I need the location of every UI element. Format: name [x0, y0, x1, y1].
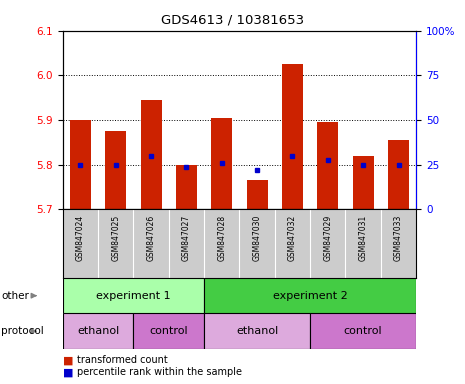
Bar: [63, 313, 133, 349]
Text: GDS4613 / 10381653: GDS4613 / 10381653: [161, 13, 304, 26]
Bar: [352, 156, 374, 209]
Text: GSM847032: GSM847032: [288, 215, 297, 261]
Text: GSM847024: GSM847024: [76, 215, 85, 261]
Text: GSM847033: GSM847033: [394, 215, 403, 261]
Text: other: other: [1, 291, 29, 301]
Bar: [133, 313, 204, 349]
Text: GSM847031: GSM847031: [359, 215, 368, 261]
Text: ethanol: ethanol: [236, 326, 278, 336]
Text: ■: ■: [63, 355, 73, 365]
Bar: [70, 120, 91, 209]
Text: GSM847029: GSM847029: [323, 215, 332, 261]
Bar: [63, 278, 204, 313]
Bar: [246, 180, 268, 209]
Text: GSM847030: GSM847030: [252, 215, 262, 261]
Bar: [140, 100, 162, 209]
Bar: [204, 278, 416, 313]
Text: experiment 1: experiment 1: [96, 291, 171, 301]
Bar: [310, 313, 416, 349]
Bar: [105, 131, 126, 209]
Text: ■: ■: [63, 367, 73, 377]
Bar: [388, 140, 409, 209]
Text: control: control: [149, 326, 188, 336]
Text: GSM847027: GSM847027: [182, 215, 191, 261]
Text: percentile rank within the sample: percentile rank within the sample: [77, 367, 242, 377]
Bar: [317, 122, 339, 209]
Text: control: control: [344, 326, 383, 336]
Bar: [176, 165, 197, 209]
Text: GSM847025: GSM847025: [111, 215, 120, 261]
Text: GSM847026: GSM847026: [146, 215, 156, 261]
Text: protocol: protocol: [1, 326, 44, 336]
Text: transformed count: transformed count: [77, 355, 167, 365]
Text: ethanol: ethanol: [77, 326, 119, 336]
Bar: [282, 64, 303, 209]
Bar: [211, 118, 232, 209]
Bar: [204, 313, 310, 349]
Text: experiment 2: experiment 2: [273, 291, 347, 301]
Text: GSM847028: GSM847028: [217, 215, 226, 261]
